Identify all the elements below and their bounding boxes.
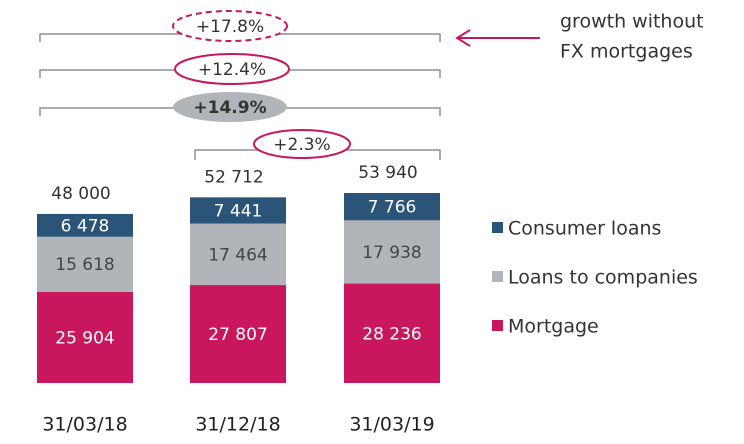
value-label: 17 464 — [208, 245, 267, 265]
arrow-head — [455, 29, 471, 47]
value-label: 25 904 — [55, 328, 114, 348]
annotation: +2.3% — [273, 135, 330, 155]
note: FX mortgages — [560, 41, 693, 63]
value-label: 17 938 — [362, 243, 421, 263]
annotation-oval — [174, 53, 290, 85]
legend-label: Loans to companies — [508, 267, 698, 289]
annotation-oval — [253, 129, 351, 159]
legend-swatch — [492, 320, 503, 331]
value-label: 15 618 — [55, 255, 114, 275]
value-label: 6 478 — [61, 216, 110, 236]
value-label: 28 236 — [362, 324, 421, 344]
note: growth without — [560, 11, 704, 33]
bar-segment — [37, 291, 133, 383]
annotation-oval — [173, 92, 287, 122]
value-label: 27 807 — [208, 325, 267, 345]
legend-label: Consumer loans — [508, 218, 661, 240]
bar-segment — [190, 285, 286, 383]
value-label: 7 766 — [368, 198, 417, 218]
bar-segment — [344, 283, 440, 383]
bar-segment — [190, 197, 286, 224]
total-label: 53 940 — [358, 163, 417, 183]
bar-segment — [37, 213, 133, 237]
value-label: 7 441 — [214, 201, 263, 221]
legend-label: Mortgage — [508, 316, 599, 338]
total-label: 52 712 — [204, 167, 263, 187]
annotation: +17.8% — [196, 17, 264, 37]
annotation: +14.9% — [193, 98, 266, 118]
legend-swatch — [492, 271, 503, 282]
x-tick-label: 31/12/18 — [195, 414, 280, 436]
annotation-oval — [172, 10, 288, 42]
x-tick-label: 31/03/18 — [42, 414, 127, 436]
legend-swatch — [492, 222, 503, 233]
total-label: 48 000 — [51, 184, 110, 204]
annotation: +12.4% — [198, 60, 266, 80]
bar-segment — [37, 236, 133, 292]
bar-segment — [344, 193, 440, 221]
x-tick-label: 31/03/19 — [349, 414, 434, 436]
bar-segment — [190, 223, 286, 286]
bar-segment — [344, 220, 440, 284]
